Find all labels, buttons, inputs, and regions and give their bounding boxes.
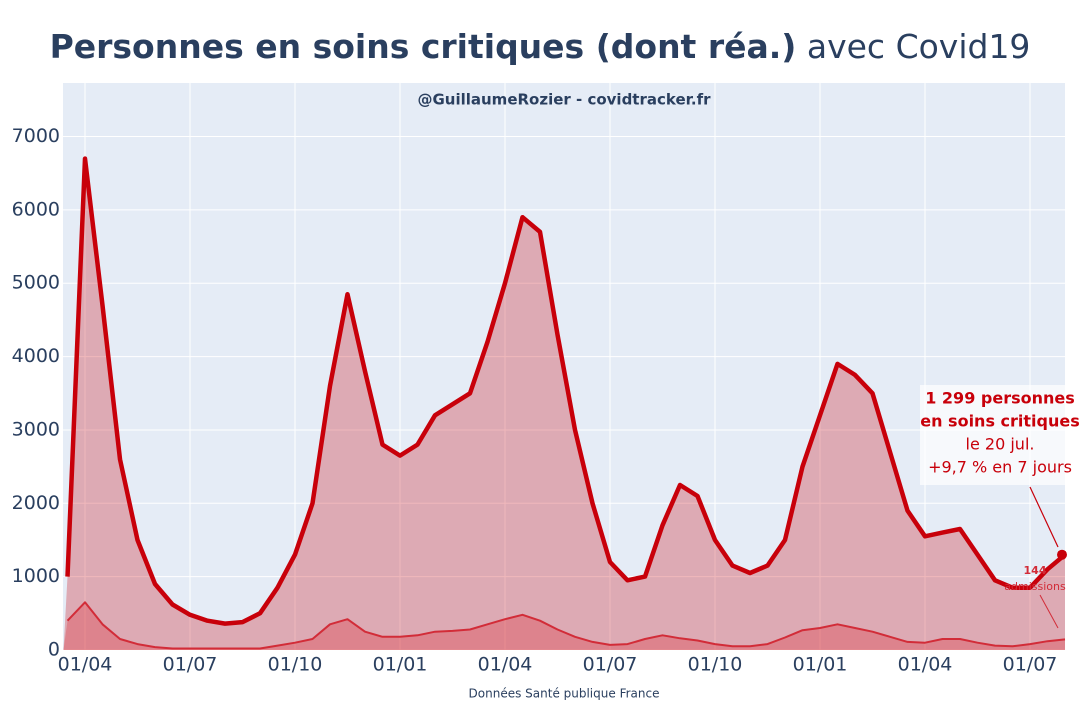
x-tick-label: 01/07 (1003, 654, 1058, 676)
y-tick-label: 3000 (12, 418, 60, 440)
chart-title: Personnes en soins critiques (dont réa.)… (50, 27, 1031, 66)
x-tick-label: 01/07 (583, 654, 638, 676)
y-tick-label: 6000 (12, 198, 60, 220)
y-tick-label: 0 (48, 639, 60, 661)
last-point (1057, 549, 1067, 560)
annotation-arrow (1029, 486, 1059, 548)
annotation2-arrow (1039, 594, 1059, 629)
annotation2-line: 144 (1024, 564, 1047, 577)
annotation-line: le 20 jul. (966, 435, 1035, 454)
y-tick-label: 5000 (12, 272, 60, 294)
area (63, 158, 1065, 650)
title-main: Personnes en soins critiques (dont réa.) (50, 27, 797, 66)
y-tick-label: 2000 (12, 492, 60, 514)
x-tick-label: 01/01 (373, 654, 428, 676)
annotation-box (920, 385, 1080, 485)
x-tick-label: 01/07 (163, 654, 218, 676)
x-tick-label: 01/10 (268, 654, 323, 676)
annotation-line: en soins critiques (920, 412, 1080, 431)
y-tick-label: 4000 (12, 345, 60, 367)
subtitle: @GuillaumeRozier - covidtracker.fr (417, 91, 711, 109)
annotation-line: 1 299 personnes (925, 389, 1075, 408)
line (65, 156, 1067, 626)
annotation-line: +9,7 % en 7 jours (928, 458, 1072, 477)
marks (63, 156, 1067, 650)
annotation2-line: admissions (1004, 580, 1066, 593)
y-tick-label: 7000 (12, 125, 60, 147)
line-admissions (66, 601, 1066, 650)
y-tick-label: 1000 (12, 565, 60, 587)
x-tick-label: 01/04 (58, 654, 113, 676)
x-tick-label: 01/04 (478, 654, 533, 676)
x-tick-label: 01/10 (688, 654, 743, 676)
x-tick-label: 01/04 (898, 654, 953, 676)
x-tick-label: 01/01 (793, 654, 848, 676)
title-suffix: avec Covid19 (807, 27, 1031, 66)
source: Données Santé publique France (469, 687, 660, 701)
